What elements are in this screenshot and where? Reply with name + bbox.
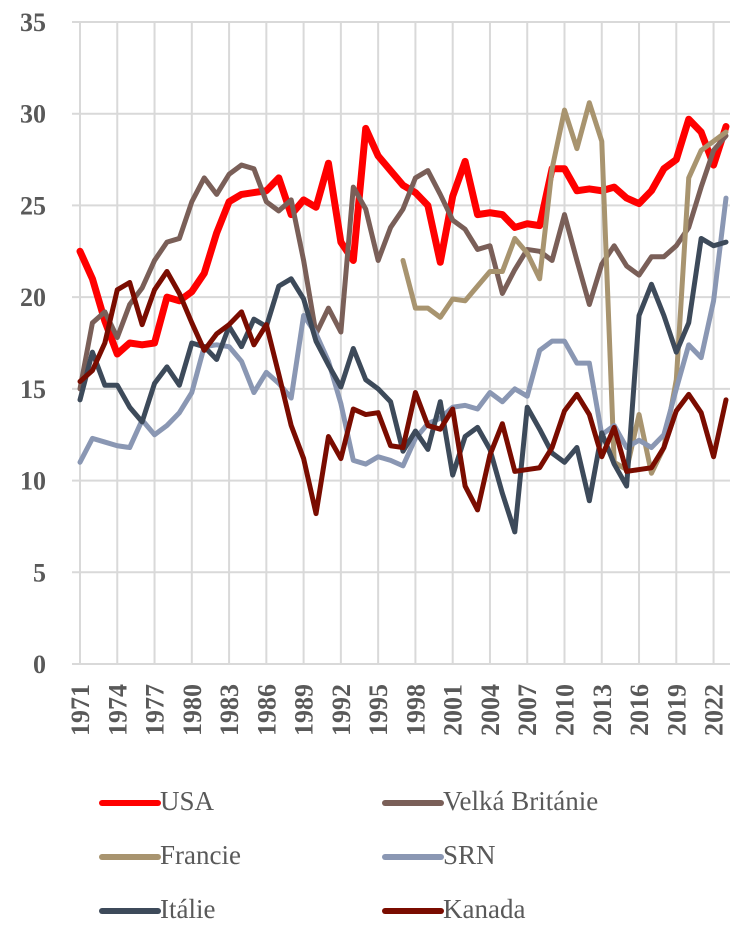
x-tick-label: 1989 — [290, 684, 319, 736]
y-tick-label: 35 — [20, 8, 46, 37]
y-tick-label: 5 — [33, 558, 46, 587]
x-tick-label: 1983 — [215, 684, 244, 736]
legend-label: Francie — [160, 840, 241, 870]
legend-label: SRN — [443, 840, 496, 870]
x-tick-label: 2016 — [625, 684, 654, 736]
legend-label: Velká Británie — [443, 786, 598, 816]
legend-label: USA — [160, 786, 215, 816]
x-tick-label: 1974 — [103, 684, 132, 736]
x-tick-label: 1986 — [252, 684, 281, 736]
y-tick-label: 25 — [20, 191, 46, 220]
x-tick-label: 2007 — [513, 684, 542, 736]
legend-label: Kanada — [443, 894, 525, 924]
series-line — [77, 235, 729, 535]
x-tick-label: 1977 — [141, 684, 170, 736]
y-tick-label: 10 — [20, 467, 46, 496]
y-tick-label: 0 — [33, 650, 46, 679]
y-tick-label: 15 — [20, 375, 46, 404]
x-tick-label: 1992 — [327, 684, 356, 736]
x-tick-label: 2010 — [551, 684, 580, 736]
x-tick-label: 2013 — [588, 684, 617, 736]
x-tick-label: 1980 — [178, 684, 207, 736]
x-tick-label: 2022 — [700, 684, 729, 736]
x-tick-label: 2004 — [476, 684, 505, 736]
x-tick-label: 2001 — [439, 684, 468, 736]
series-line — [77, 268, 729, 517]
x-tick-label: 2019 — [662, 684, 691, 736]
x-tick-label: 1995 — [364, 684, 393, 736]
y-tick-label: 20 — [20, 283, 46, 312]
series-line — [77, 133, 729, 392]
x-tick-label: 1971 — [66, 684, 95, 736]
legend-label: Itálie — [160, 894, 215, 924]
x-tick-label: 1998 — [401, 684, 430, 736]
y-tick-label: 30 — [20, 100, 46, 129]
series-line — [76, 115, 730, 358]
